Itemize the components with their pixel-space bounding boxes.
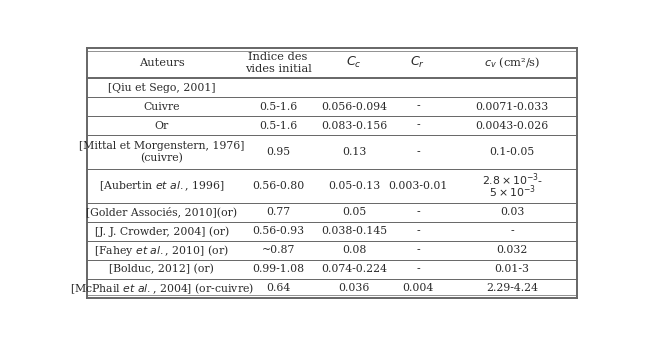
Text: -: -	[416, 147, 420, 157]
Text: 0.56-0.80: 0.56-0.80	[252, 181, 305, 191]
Text: [Golder Associés, 2010](or): [Golder Associés, 2010](or)	[86, 207, 237, 218]
Text: [Bolduc, 2012] (or): [Bolduc, 2012] (or)	[110, 264, 214, 274]
Text: 0.038-0.145: 0.038-0.145	[321, 226, 388, 236]
Text: 0.5-1.6: 0.5-1.6	[259, 120, 297, 131]
Text: Cuivre: Cuivre	[143, 102, 180, 111]
Text: $c_v$ (cm²/s): $c_v$ (cm²/s)	[484, 55, 540, 70]
Text: 0.004: 0.004	[402, 283, 434, 293]
Text: 0.083-0.156: 0.083-0.156	[321, 120, 388, 131]
Text: $2.8\times10^{-3}$-: $2.8\times10^{-3}$-	[481, 172, 543, 188]
Text: 0.05-0.13: 0.05-0.13	[328, 181, 380, 191]
Text: 0.95: 0.95	[266, 147, 290, 157]
Text: 0.074-0.224: 0.074-0.224	[321, 264, 387, 274]
Text: 0.003-0.01: 0.003-0.01	[388, 181, 448, 191]
Text: -: -	[511, 226, 514, 236]
Text: Indice des
vides initial: Indice des vides initial	[245, 52, 312, 74]
Text: [McPhail $\it{et}$ $\it{al.}$, 2004] (or-cuivre): [McPhail $\it{et}$ $\it{al.}$, 2004] (or…	[70, 281, 254, 295]
Text: 0.01-3: 0.01-3	[494, 264, 529, 274]
Text: Auteurs: Auteurs	[139, 58, 185, 68]
Text: 0.0071-0.033: 0.0071-0.033	[476, 102, 549, 111]
Text: 0.13: 0.13	[342, 147, 366, 157]
Text: ~0.87: ~0.87	[262, 245, 295, 255]
Text: 0.08: 0.08	[342, 245, 366, 255]
Text: -: -	[416, 120, 420, 131]
Text: 0.77: 0.77	[266, 207, 290, 217]
Text: 0.056-0.094: 0.056-0.094	[321, 102, 387, 111]
Text: 2.29-4.24: 2.29-4.24	[486, 283, 538, 293]
Text: $C_c$: $C_c$	[346, 55, 362, 70]
Text: [Mittal et Morgenstern, 1976]
(cuivre): [Mittal et Morgenstern, 1976] (cuivre)	[79, 141, 244, 163]
Text: $C_r$: $C_r$	[410, 55, 426, 70]
Text: 0.032: 0.032	[496, 245, 528, 255]
Text: 0.5-1.6: 0.5-1.6	[259, 102, 297, 111]
Text: [Aubertin $\it{et}$ $\it{al.}$, 1996]: [Aubertin $\it{et}$ $\it{al.}$, 1996]	[99, 179, 225, 193]
Text: 0.05: 0.05	[342, 207, 366, 217]
Text: -: -	[416, 226, 420, 236]
Text: 0.99-1.08: 0.99-1.08	[252, 264, 305, 274]
Text: 0.56-0.93: 0.56-0.93	[252, 226, 305, 236]
Text: -: -	[416, 207, 420, 217]
Text: [Fahey $\it{et}$ $\it{al.}$, 2010] (or): [Fahey $\it{et}$ $\it{al.}$, 2010] (or)	[95, 243, 229, 258]
Text: 0.0043-0.026: 0.0043-0.026	[476, 120, 549, 131]
Text: Or: Or	[155, 120, 169, 131]
Text: 0.036: 0.036	[338, 283, 370, 293]
Text: 0.64: 0.64	[266, 283, 290, 293]
Text: 0.03: 0.03	[500, 207, 524, 217]
Text: [J. J. Crowder, 2004] (or): [J. J. Crowder, 2004] (or)	[95, 226, 229, 237]
Text: 0.1-0.05: 0.1-0.05	[490, 147, 535, 157]
Text: [Qiu et Sego, 2001]: [Qiu et Sego, 2001]	[108, 82, 216, 93]
Text: -: -	[416, 264, 420, 274]
Text: $5\times10^{-3}$: $5\times10^{-3}$	[489, 183, 536, 200]
Text: -: -	[416, 245, 420, 255]
Text: -: -	[416, 102, 420, 111]
